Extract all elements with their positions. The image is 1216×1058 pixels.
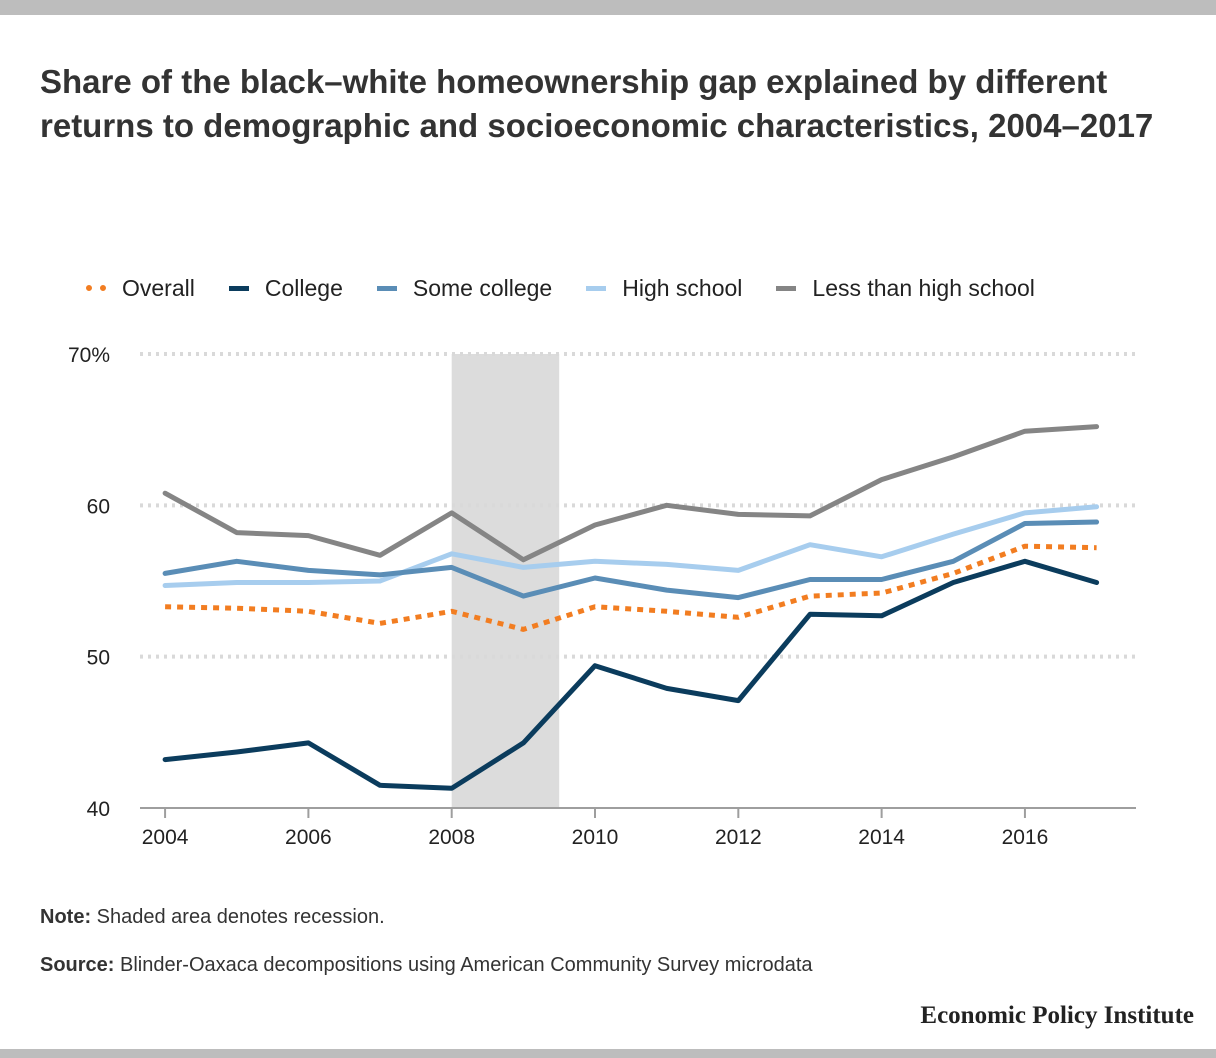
legend-item-less-than-high-school: Less than high school xyxy=(776,275,1035,302)
legend-swatch xyxy=(586,285,607,291)
x-tick-label-2008: 2008 xyxy=(428,826,475,849)
note-label: Note: xyxy=(40,906,92,928)
source-label: Source: xyxy=(40,954,115,976)
legend-item-overall: Overall xyxy=(86,275,195,302)
y-tick-label-40: 40 xyxy=(87,798,110,821)
chart-legend: Overall College Some college High school Les… xyxy=(86,272,1069,304)
legend-label: High school xyxy=(622,274,743,301)
legend-label: Overall xyxy=(122,274,195,301)
x-tick-label-2012: 2012 xyxy=(715,826,762,849)
y-tick-label-60: 60 xyxy=(87,495,110,518)
legend-label: Less than high school xyxy=(812,274,1035,301)
note-text: Shaded area denotes recession. xyxy=(91,906,385,928)
legend-swatch xyxy=(776,285,797,291)
legend-swatch xyxy=(376,285,397,291)
source-text: Blinder-Oaxaca decompositions using Amer… xyxy=(114,954,813,976)
series-line-high-school xyxy=(162,504,1100,588)
y-tick-label-70: 70% xyxy=(68,344,110,367)
series-line-overall xyxy=(165,543,1097,632)
x-tick-label-2010: 2010 xyxy=(572,826,619,849)
series-line-college xyxy=(162,558,1100,791)
x-tick-label-2014: 2014 xyxy=(858,826,905,849)
chart-note: Note: Shaded area denotes recession. xyxy=(40,906,385,929)
y-tick-label-50: 50 xyxy=(87,647,110,670)
legend-item-college: College xyxy=(228,274,343,302)
chart-title: Share of the black–white homeownership g… xyxy=(40,63,1154,144)
x-tick-label-2016: 2016 xyxy=(1002,826,1049,849)
legend-label: Some college xyxy=(412,274,553,301)
legend-item-high-school: High school xyxy=(586,275,742,302)
top-border-bar xyxy=(0,0,1216,15)
brand-logo-text: Economic Policy Institute xyxy=(920,1002,1194,1029)
recession-shading xyxy=(451,354,560,808)
x-tick-label-2006: 2006 xyxy=(285,826,332,849)
legend-item-some-college: Some college xyxy=(376,274,553,302)
bottom-border-bar xyxy=(0,1049,1216,1058)
chart-source: Source: Blinder-Oaxaca decompositions us… xyxy=(40,954,813,977)
series-line-less-than-high-school xyxy=(162,424,1100,563)
series-line-some-college xyxy=(162,519,1100,601)
legend-label: College xyxy=(264,274,343,301)
x-tick-label-2004: 2004 xyxy=(142,826,189,849)
legend-swatch xyxy=(86,285,106,291)
legend-swatch xyxy=(228,285,249,291)
